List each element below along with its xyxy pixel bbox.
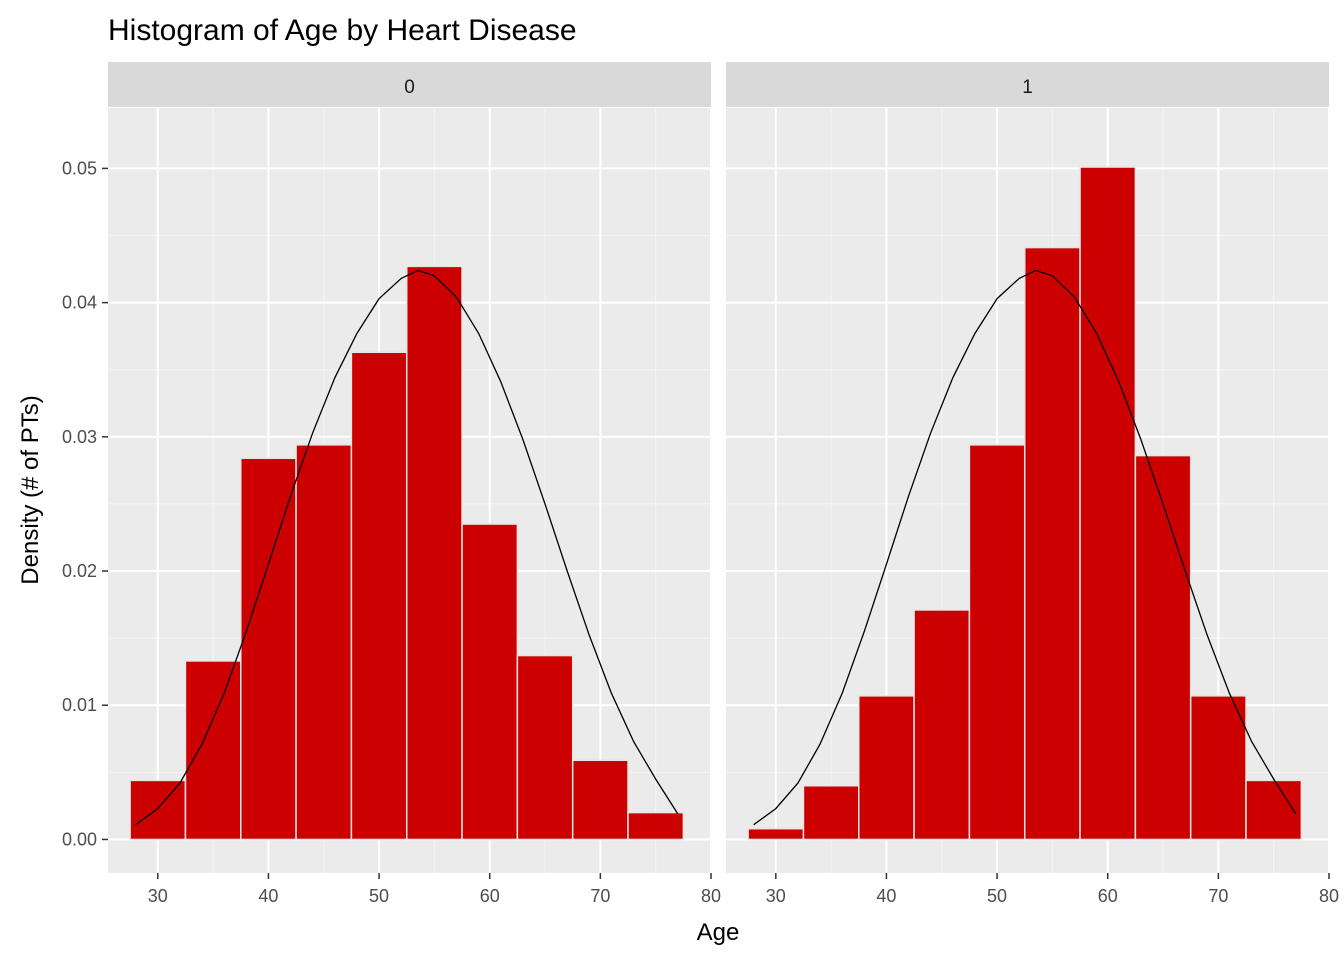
histogram-bar: [1189, 695, 1247, 841]
x-tick-label: 70: [1208, 886, 1228, 906]
histogram-bar: [1134, 454, 1192, 841]
chart-title: Histogram of Age by Heart Disease: [108, 14, 577, 47]
x-tick-label: 80: [1319, 886, 1339, 906]
y-tick-label: 0.00: [62, 829, 97, 849]
normal-density-curve: [753, 269, 1297, 826]
x-tick-label: 50: [987, 886, 1007, 906]
histogram-bar: [968, 444, 1026, 841]
histogram-bar: [129, 779, 187, 841]
histogram-bar: [571, 759, 629, 841]
y-tick-label: 0.03: [62, 427, 97, 447]
x-tick-label: 80: [701, 886, 721, 906]
histogram-bar: [461, 523, 519, 841]
y-tick-label: 0.04: [62, 293, 97, 313]
x-tick-label: 60: [1098, 886, 1118, 906]
histogram-bar: [295, 444, 353, 841]
x-tick-label: 70: [590, 886, 610, 906]
histogram-bar: [802, 785, 860, 841]
y-tick-label: 0.02: [62, 561, 97, 581]
x-tick-label: 40: [876, 886, 896, 906]
histogram-bar: [516, 654, 574, 841]
x-tick-label: 60: [480, 886, 500, 906]
y-axis-title: Density (# of PTs): [17, 395, 44, 584]
y-tick-label: 0.05: [62, 158, 97, 178]
histogram-bar: [913, 609, 971, 841]
histogram-bar: [184, 660, 242, 841]
histogram-bar: [1079, 166, 1137, 841]
x-tick-label: 30: [766, 886, 786, 906]
histogram-bar: [240, 457, 297, 841]
x-axis-title: Age: [697, 919, 740, 946]
histogram-bar: [350, 351, 408, 841]
facet-panel-1: 1 30 40 50 60 70 80: [726, 62, 1339, 906]
facet-strip: [108, 62, 711, 107]
histogram-bar: [1245, 779, 1303, 841]
x-tick-label: 30: [148, 886, 168, 906]
x-tick-label: 50: [369, 886, 389, 906]
histogram-bar: [747, 827, 805, 841]
facet-strip: [726, 62, 1329, 107]
facet-panels: 0 30 40 50 60 70 80 0.00 0.01 0.02 0.03 0.04 0.05 1 30…: [62, 62, 1339, 906]
normal-density-curve: [135, 269, 679, 826]
facet-panel-0: 0 30 40 50 60 70 80 0.00 0.01 0.02 0.03 0.04 0.05: [62, 62, 721, 906]
y-tick-label: 0.01: [62, 695, 97, 715]
histogram-bar: [1023, 246, 1081, 841]
facet-strip-label: 1: [1022, 77, 1033, 98]
x-tick-label: 40: [258, 886, 278, 906]
histogram-bar: [858, 695, 915, 841]
facet-strip-label: 0: [404, 77, 415, 98]
histogram-bar: [627, 811, 685, 841]
histogram-bar: [405, 265, 463, 841]
